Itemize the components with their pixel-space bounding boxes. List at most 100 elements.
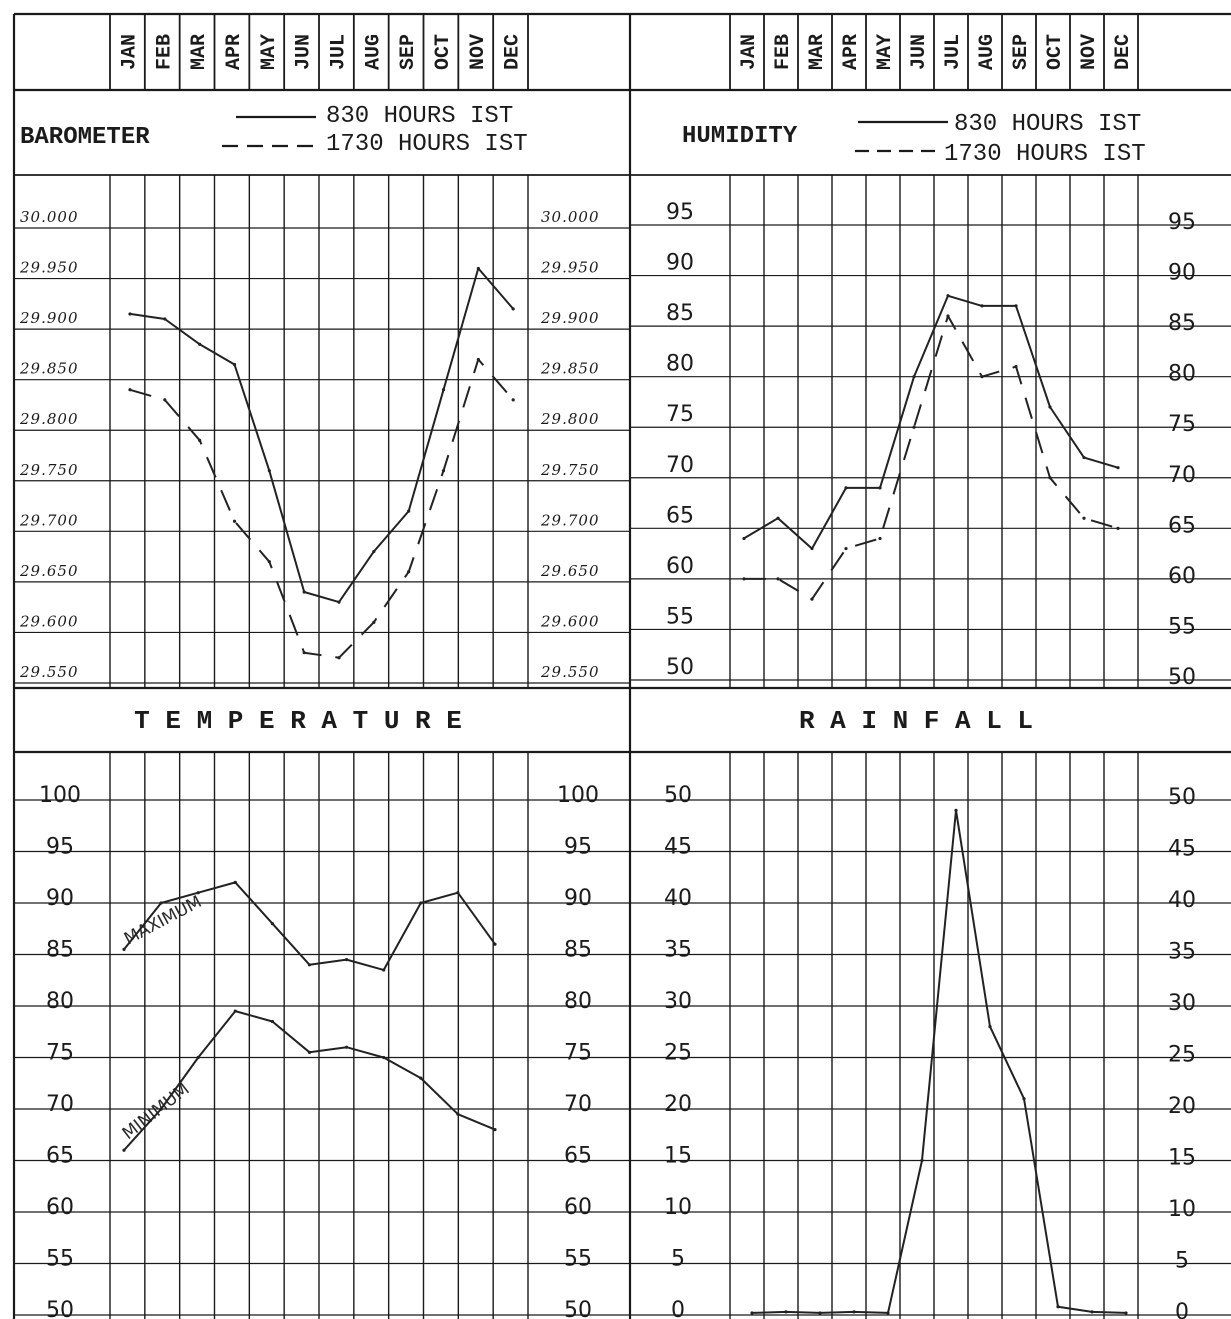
data-point [407,570,411,574]
data-point [1048,476,1052,480]
data-point [344,1045,349,1049]
rainfall-tick-left: 0 [671,1298,685,1319]
humidity-tick-right: 95 [1168,210,1196,235]
month-label-right: JUL [942,34,965,70]
month-label-right: JAN [738,34,761,70]
month-label-right: MAR [806,34,829,70]
data-point [1116,526,1120,530]
barometer-tick-right: 29.600 [540,612,600,630]
humidity-tick-left: 90 [666,251,694,276]
data-point [267,469,271,473]
data-point [476,357,480,362]
data-point [122,1148,126,1152]
chart-grid [12,12,1231,1319]
data-point [1116,466,1120,470]
data-point [441,388,446,392]
data-point [946,314,950,318]
data-point [920,1158,924,1163]
month-label-right: OCT [1044,34,1067,70]
barometer-tick-right: 29.550 [540,663,600,681]
data-point [954,808,958,812]
temperature-tick-left: 50 [46,1298,74,1319]
data-point [344,958,349,962]
barometer-tick-left: 29.650 [19,562,79,580]
rainfall-tick-left: 15 [664,1144,692,1169]
humidity-tick-right: 90 [1168,261,1196,286]
chart-labels: JAN JAN FEB FEB MAR MAR APR APR MAY MAY JUN JUN JUL J… [19,34,1196,1319]
data-point [419,1076,423,1080]
humidity-tick-right: 75 [1168,412,1196,437]
humidity-tick-right: 80 [1168,362,1196,387]
month-label-left: NOV [467,34,490,70]
temperature-tick-left: 65 [46,1144,74,1169]
data-point [128,388,132,392]
rainfall-tick-left: 45 [664,835,692,860]
rainfall-tick-left: 20 [664,1092,692,1117]
barometer-tick-right: 29.900 [540,309,600,327]
data-point [742,536,746,541]
data-point [476,266,480,271]
temperature-tick-right: 85 [564,938,592,963]
data-point [1124,1311,1128,1315]
data-point [196,1055,200,1060]
humidity-tick-left: 70 [666,453,694,478]
temperature-tick-left: 80 [46,989,74,1014]
rainfall-tick-right: 10 [1168,1197,1196,1222]
month-label-left: MAY [258,34,281,70]
month-label-right: NOV [1078,34,1101,70]
humidity-tick-left: 50 [666,655,694,680]
data-point [419,901,423,905]
barometer-tick-right: 29.950 [540,259,600,277]
data-point [784,1310,788,1314]
month-label-left: JAN [118,34,141,70]
month-label-right: FEB [772,34,795,70]
data-point [1014,364,1018,369]
data-point [307,1050,312,1054]
barometer-tick-right: 29.700 [540,511,600,529]
barometer-tick-left: 29.700 [19,511,79,529]
barometer-1730-line [129,358,514,659]
temperature-tick-right: 100 [557,783,599,808]
legend-830-label: 830 HOURS IST [954,111,1141,138]
barometer-tick-right: 29.800 [540,410,600,428]
data-point [382,968,386,972]
data-point [810,546,814,551]
barometer-title: BAROMETER [20,124,150,151]
month-label-left: JUN [293,34,316,70]
barometer-tick-left: 29.950 [19,259,79,277]
data-point [844,486,848,490]
legend-830-label: 830 HOURS IST [326,103,513,130]
data-point [980,375,984,379]
temperature-tick-left: 55 [46,1247,74,1272]
barometer-tick-left: 29.800 [19,410,79,428]
temperature-tick-left: 85 [46,938,74,963]
humidity-tick-left: 85 [666,301,694,326]
barometer-tick-left: 30.000 [20,208,79,226]
barometer-830-line [129,267,514,604]
data-point [232,519,237,523]
data-point [198,438,202,442]
humidity-tick-right: 70 [1168,463,1196,488]
data-point [511,398,515,402]
temperature-tick-right: 55 [564,1247,592,1272]
temperature-tick-right: 60 [564,1195,592,1220]
data-point [198,342,202,346]
rainfall-tick-right: 25 [1168,1043,1196,1068]
month-label-left: FEB [153,34,176,70]
data-point [1082,455,1086,460]
data-point [886,1311,890,1315]
data-point [128,312,132,316]
data-point [1090,1310,1094,1314]
data-point [493,942,497,946]
rainfall-tick-right: 0 [1175,1300,1189,1319]
temperature-tick-right: 95 [564,835,592,860]
rainfall-tick-right: 45 [1168,837,1196,862]
temperature-tick-right: 50 [564,1298,592,1319]
month-label-right: AUG [976,34,999,70]
rainfall-tick-left: 35 [664,938,692,963]
data-point [337,656,341,660]
data-point [912,375,916,379]
humidity-tick-left: 65 [666,503,694,528]
data-point [456,891,460,895]
temperature-tick-left: 100 [39,783,81,808]
